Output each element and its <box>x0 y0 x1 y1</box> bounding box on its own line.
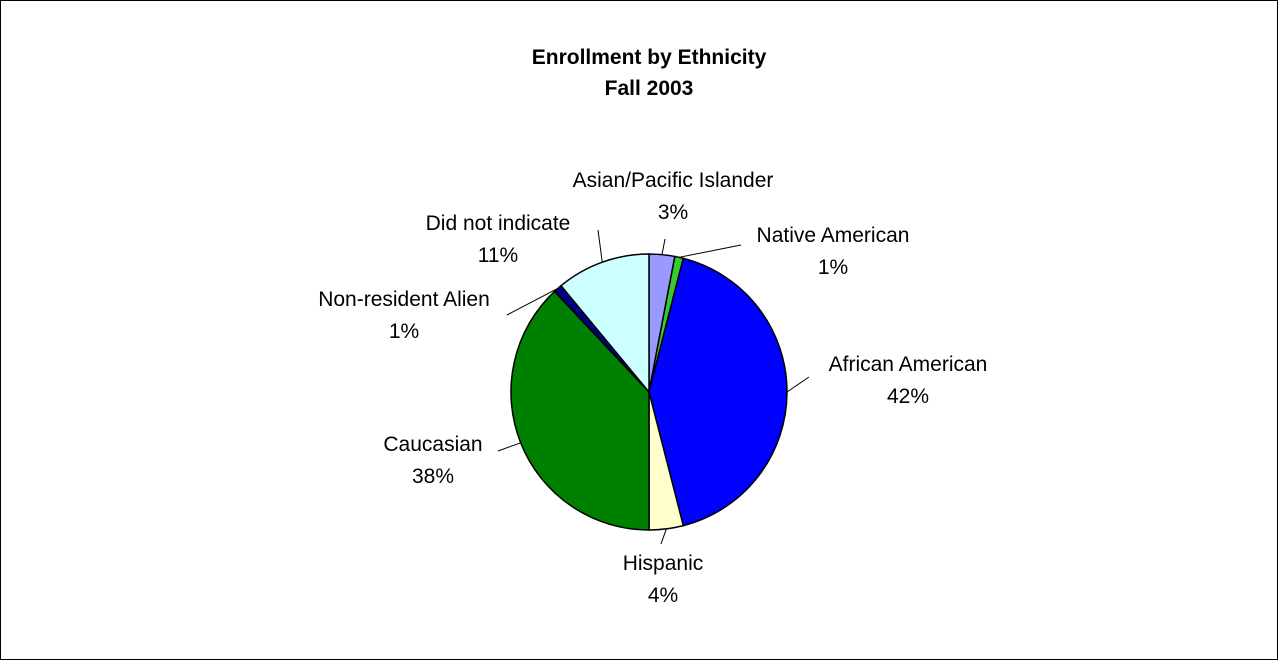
slice-value-native-american: 1% <box>818 256 848 279</box>
slice-value-hispanic: 4% <box>648 584 678 607</box>
leader-line-asian-pacific-islander <box>661 238 666 255</box>
slice-value-asian-pacific-islander: 3% <box>658 201 688 224</box>
slice-value-caucasian: 38% <box>412 465 454 488</box>
leader-line-native-american <box>679 244 742 258</box>
slice-value-african-american: 42% <box>887 385 929 408</box>
pie-slice-african-american <box>648 257 788 527</box>
chart-subtitle: Fall 2003 <box>605 77 694 100</box>
slice-value-non-resident-alien: 1% <box>389 320 419 343</box>
slice-label-asian-pacific-islander: Asian/Pacific Islander <box>573 169 774 192</box>
slice-label-non-resident-alien: Non-resident Alien <box>318 288 490 311</box>
leader-line-non-resident-alien <box>506 288 558 316</box>
chart-title: Enrollment by Ethnicity <box>532 46 767 69</box>
slice-value-did-not-indicate: 11% <box>478 244 518 267</box>
leader-line-caucasian <box>497 442 521 452</box>
slice-label-caucasian: Caucasian <box>383 433 482 456</box>
slice-labels: Asian/Pacific Islander 3% Native American 1… <box>318 169 987 607</box>
leader-lines <box>497 229 810 545</box>
slice-label-native-american: Native American <box>757 224 910 247</box>
pie-slice-did-not-indicate <box>559 253 650 395</box>
leader-line-hispanic <box>660 528 667 545</box>
slice-label-did-not-indicate: Did not indicate <box>426 212 571 235</box>
leader-line-did-not-indicate <box>597 229 603 263</box>
slice-label-african-american: African American <box>829 353 988 376</box>
pie-slices <box>510 253 788 531</box>
slice-label-hispanic: Hispanic <box>623 552 704 575</box>
leader-line-african-american <box>786 376 810 393</box>
